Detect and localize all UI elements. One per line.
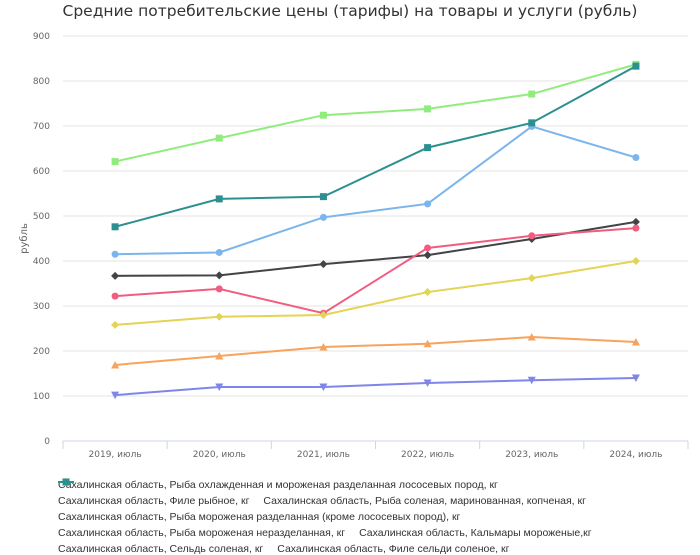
data-point[interactable] [631,374,640,383]
legend-item[interactable]: Сахалинская область, Рыба охлажденная и … [58,477,498,493]
data-point[interactable] [423,339,432,348]
data-point[interactable] [319,193,327,201]
y-tick-label: 600 [33,167,50,177]
data-point[interactable] [215,285,223,293]
data-point[interactable] [631,257,640,265]
data-point[interactable] [527,376,536,385]
y-tick-label: 500 [33,212,50,222]
legend-label: Сахалинская область, Рыба мороженая нера… [58,527,346,539]
data-point[interactable] [527,274,536,283]
legend-label: Сахалинская область, Сельдь соленая, кг [58,543,264,555]
data-point[interactable] [424,144,432,152]
data-point[interactable] [111,360,120,369]
legend-label: Сахалинская область, Рыба мороженая разд… [58,511,461,523]
y-axis-title: рубль [19,223,30,254]
data-point[interactable] [527,333,536,341]
x-tick-label: 2019, июль [89,450,142,460]
legend-row: Сахалинская область, Рыба мороженая разд… [58,478,592,525]
data-point[interactable] [111,271,120,280]
legend: Сахалинская область, Рыба охлажденная и … [58,477,592,555]
x-tick-label: 2024, июль [609,450,662,460]
series-line-6 [115,260,637,326]
x-tick-label: 2023, июль [505,450,558,460]
y-tick-label: 700 [33,122,50,132]
data-point[interactable] [215,271,224,280]
y-tick-label: 200 [33,347,50,357]
data-point[interactable] [319,213,327,221]
series-line-1 [115,220,637,277]
legend-item[interactable]: Сахалинская область, Рыба мороженая нера… [58,478,346,541]
data-point[interactable] [424,200,432,208]
legend-row: Сахалинская область, Филе рыбное, кг Саха… [58,478,592,509]
x-tick-label: 2021, июль [297,450,350,460]
line-chart: 0 100 200 300 400 500 600 700 800 900 2019, июль 20… [19,32,689,460]
data-point[interactable] [528,119,536,127]
y-tick-label: 400 [33,257,50,267]
legend-label: Сахалинская область, Рыба охлажденная и … [58,479,498,491]
legend-label: Сахалинская область, Филе рыбное, кг [58,495,250,507]
data-point[interactable] [423,379,432,387]
legend-item[interactable]: Сахалинская область, Рыба мороженая разд… [58,478,461,525]
y-tick-label: 0 [44,437,50,447]
data-point[interactable] [319,260,328,269]
data-point[interactable] [632,62,640,70]
legend-marker-icon[interactable] [62,478,70,486]
y-tick-label: 300 [33,302,50,312]
series-line-5 [115,227,636,315]
data-point[interactable] [215,383,224,392]
legend-row: Сахалинская область, Рыба охлажденная и … [58,477,592,493]
series-line-4 [115,377,636,397]
legend-item[interactable]: Сахалинская область, Кальмары мороженые,… [58,478,592,541]
data-point[interactable] [111,158,119,166]
data-point[interactable] [528,232,536,240]
data-point[interactable] [424,244,432,252]
data-point[interactable] [631,338,640,346]
y-tick-label: 100 [33,392,50,402]
data-point[interactable] [111,320,120,329]
data-point[interactable] [215,134,223,142]
y-tick-label: 900 [33,32,50,42]
legend-row: Сахалинская область, Рыба мороженая нера… [58,478,592,541]
data-point[interactable] [111,391,120,400]
data-point[interactable] [631,217,640,226]
series-line-2 [114,63,637,163]
legend-label: Сахалинская область, Филе сельди соленое… [277,543,510,555]
data-point[interactable] [319,311,328,319]
data-point[interactable] [319,342,328,351]
series-line-0 [115,125,637,256]
data-point[interactable] [111,292,119,300]
data-point[interactable] [111,223,119,231]
legend-item[interactable]: Сахалинская область, Филе рыбное, кг [58,478,250,509]
data-point[interactable] [423,251,432,260]
legend-item[interactable]: Сахалинская область, Рыба соленая, марин… [58,478,586,509]
legend-item[interactable]: Сахалинская область, Филе сельди соленое… [58,478,510,555]
data-point[interactable] [632,224,640,232]
legend-label: Сахалинская область, Рыба соленая, марин… [263,495,586,507]
y-tick-label: 800 [33,77,50,87]
data-point[interactable] [215,351,224,360]
series-line-7 [114,65,637,228]
data-point[interactable] [215,312,224,321]
data-point[interactable] [632,154,640,161]
data-point[interactable] [528,90,536,98]
chart-title: Средние потребительские цены (тарифы) на… [62,2,638,20]
data-point[interactable] [319,111,327,119]
data-point[interactable] [111,250,119,258]
x-tick-label: 2022, июль [401,450,454,460]
legend-label: Сахалинская область, Кальмары мороженые,… [359,527,592,539]
series-line-3 [114,336,636,366]
x-tick-label: 2020, июль [193,450,246,460]
data-point[interactable] [424,105,432,113]
data-point[interactable] [215,248,223,256]
legend-row: Сахалинская область, Сельдь соленая, кг С… [58,478,592,555]
data-point[interactable] [423,288,432,297]
legend-item[interactable]: Сахалинская область, Сельдь соленая, кг [58,478,264,555]
data-point[interactable] [319,383,328,392]
data-point[interactable] [215,195,223,203]
legend-symbol-icon [58,478,74,486]
